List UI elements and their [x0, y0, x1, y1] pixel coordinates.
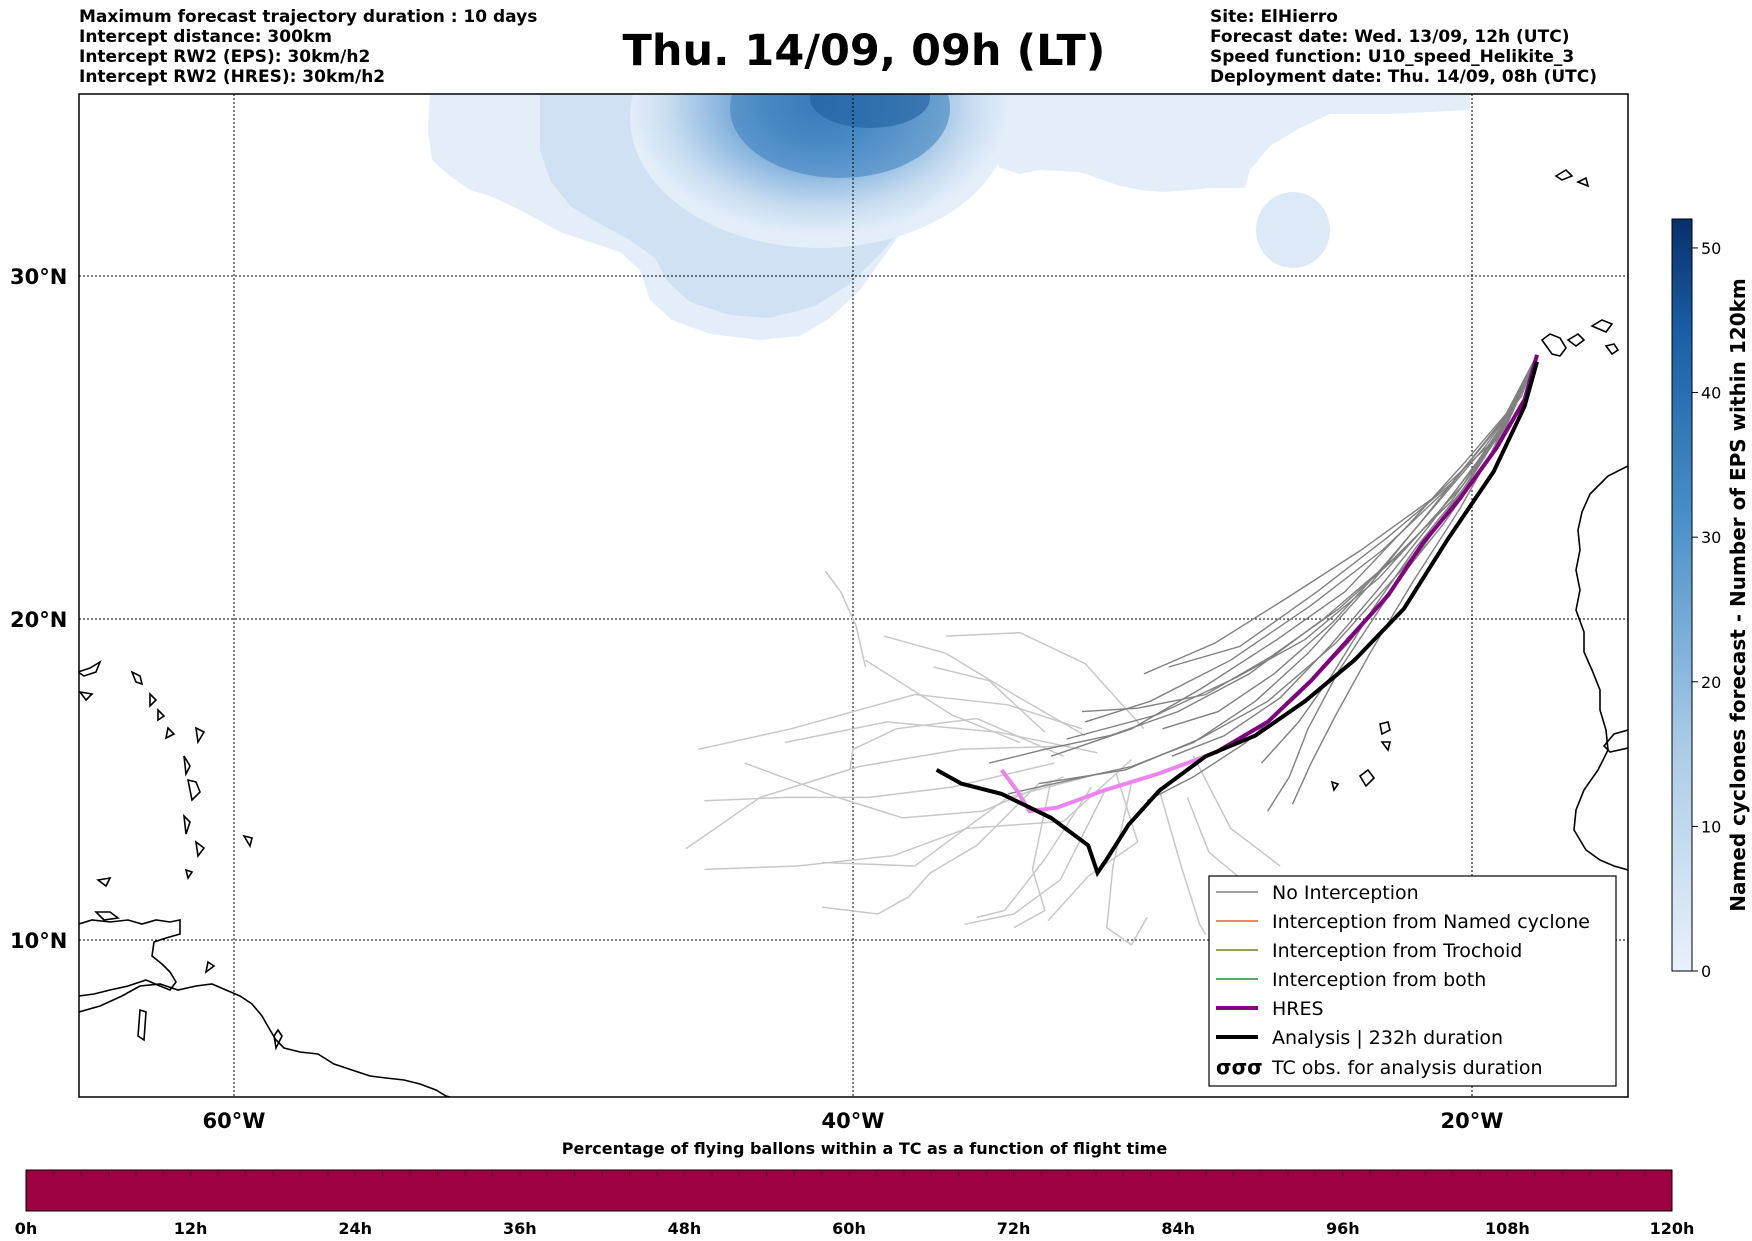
coastlines — [79, 168, 1628, 1097]
param-forecast-date: Forecast date: Wed. 13/09, 12h (UTC) — [1210, 27, 1570, 47]
ballon-bar-tick-label: 96h — [1326, 1219, 1360, 1238]
lat-label-10n: 10°N — [10, 929, 67, 953]
eps-trajectory-light-5 — [976, 786, 1092, 919]
ballon-bar-tick-label: 48h — [668, 1219, 702, 1238]
lon-label-60w: 60°W — [203, 1109, 266, 1133]
param-rw2-eps: Intercept RW2 (EPS): 30km/h2 — [79, 47, 371, 67]
legend-label-hres: HRES — [1272, 998, 1324, 1020]
colorbar-tick-label: 40 — [1701, 384, 1721, 403]
ballon-bar-minor-ticks — [52, 1170, 1646, 1176]
ballon-bar-tick-label: 60h — [832, 1219, 866, 1238]
colorbar-tick-label: 0 — [1701, 962, 1711, 981]
legend-box — [1208, 875, 1617, 1087]
ballon-bar-tick-label: 0h — [15, 1219, 38, 1238]
map-frame — [78, 93, 1629, 1098]
eps-trajectories-light — [685, 570, 1281, 946]
eps-trajectory-light-9 — [964, 786, 1108, 926]
legend: No Interception Interception from Named … — [1208, 875, 1617, 1087]
ballon-bar-tick-label: 72h — [997, 1219, 1031, 1238]
map-content — [79, 94, 1628, 1097]
param-max-duration: Maximum forecast trajectory duration : 1… — [79, 7, 538, 27]
eps-trajectory-13 — [1143, 354, 1538, 675]
legend-label-no-interception: No Interception — [1272, 882, 1419, 904]
eps-trajectory-light-2 — [704, 762, 1055, 802]
page-title: Thu. 14/09, 09h (LT) — [622, 26, 1106, 76]
lon-label-40w: 40°W — [822, 1109, 885, 1133]
param-deployment-date: Deployment date: Thu. 14/09, 08h (UTC) — [1210, 67, 1597, 87]
eps-trajectory-11 — [989, 354, 1538, 764]
ballon-bar-tick-label: 12h — [174, 1219, 208, 1238]
param-speed-function: Speed function: U10_speed_Helikite_3 — [1210, 47, 1575, 67]
hres-trajectory-tail — [999, 750, 1216, 814]
eps-trajectory-3 — [1050, 354, 1538, 757]
eps-trajectory-5 — [1007, 354, 1538, 795]
ballon-bar-title: Percentage of flying ballons within a TC… — [561, 1139, 1168, 1158]
eps-trajectory-light-4 — [821, 783, 1040, 915]
eps-trajectory-light-18 — [784, 721, 1098, 754]
eps-trajectory-1 — [1084, 354, 1538, 723]
analysis-trajectory — [935, 361, 1539, 878]
ballon-bar-tick-label: 84h — [1161, 1219, 1195, 1238]
legend-label-trochoid: Interception from Trochoid — [1272, 940, 1522, 962]
eps-trajectory-light-17 — [821, 772, 1101, 867]
lon-label-20w: 20°W — [1441, 1109, 1504, 1133]
eps-trajectory-light-0 — [698, 693, 1083, 751]
eps-trajectory-light-19 — [1047, 773, 1139, 922]
eps-trajectory-light-12 — [945, 631, 1145, 730]
ballon-bar-ticks: 0h 12h 24h 36h 48h 60h 72h 84h 96h 108h 120h — [15, 1219, 1695, 1238]
eps-trajectory-light-13 — [824, 570, 867, 668]
colorbar-tick-label: 30 — [1701, 528, 1721, 547]
legend-label-analysis: Analysis | 232h duration — [1272, 1027, 1503, 1049]
eps-trajectory-light-21 — [1013, 780, 1052, 929]
param-intercept-distance: Intercept distance: 300km — [79, 27, 332, 47]
param-site: Site: ElHierro — [1210, 7, 1338, 27]
cyclone-symbol-icon: σσσ — [1216, 1055, 1263, 1079]
eps-trajectory-4 — [1038, 354, 1538, 785]
ballon-bar-tick-label: 36h — [503, 1219, 537, 1238]
site-parameters: Site: ElHierro Forecast date: Wed. 13/09… — [1210, 7, 1597, 87]
eps-trajectory-9 — [1267, 354, 1538, 812]
eps-trajectory-light-16 — [704, 759, 1133, 871]
legend-label-tc-obs: TC obs. for analysis duration — [1271, 1057, 1543, 1079]
graticule — [79, 94, 1628, 1097]
ballon-bar-tick-label: 24h — [338, 1219, 372, 1238]
eps-trajectory-light-10 — [883, 635, 1086, 737]
legend-label-named-cyclone: Interception from Named cyclone — [1272, 911, 1590, 933]
ballon-bar-tick-label: 120h — [1650, 1219, 1695, 1238]
eps-trajectory-0 — [1168, 354, 1538, 668]
colorbar-tick-label: 10 — [1701, 817, 1721, 836]
eps-trajectory-light-7 — [1158, 790, 1207, 935]
colorbar-ticks: 0 10 20 30 40 50 — [1692, 239, 1721, 981]
ballon-percentage-bar: 0h 12h 24h 36h 48h 60h 72h 84h 96h 108h 120h — [15, 1169, 1695, 1238]
eps-trajectory-light-1 — [685, 745, 1070, 850]
hres-trajectory — [1214, 354, 1539, 755]
eps-trajectory-8 — [1162, 354, 1538, 730]
eps-trajectory-12 — [1171, 354, 1538, 757]
eps-trajectory-2 — [1066, 354, 1538, 740]
eps-trajectory-10 — [1081, 354, 1538, 713]
colorbar-tick-label: 50 — [1701, 239, 1721, 258]
eps-trajectory-light-20 — [1192, 755, 1281, 867]
param-rw2-hres: Intercept RW2 (HRES): 30km/h2 — [79, 67, 386, 87]
colorbar-gradient — [1671, 218, 1693, 972]
eps-trajectories-no-interception — [989, 354, 1538, 812]
cyclone-density-field — [428, 94, 1470, 340]
eps-trajectory-light-14 — [864, 659, 1021, 744]
cyclone-colorbar: 0 10 20 30 40 50 Named cyclones forecast - Nu… — [1671, 218, 1750, 981]
colorbar-label: Named cyclones forecast - Number of EPS … — [1726, 278, 1750, 912]
colorbar-tick-label: 20 — [1701, 673, 1721, 692]
ballon-bar-tick-label: 108h — [1485, 1219, 1530, 1238]
eps-trajectory-light-15 — [933, 666, 1046, 733]
eps-trajectory-14 — [1291, 354, 1538, 805]
lat-label-30n: 30°N — [10, 265, 67, 289]
forecast-parameters: Maximum forecast trajectory duration : 1… — [79, 7, 537, 87]
ballon-bar-fill — [25, 1169, 1673, 1212]
lat-label-20n: 20°N — [10, 608, 67, 632]
legend-label-both: Interception from both — [1272, 969, 1486, 991]
eps-trajectory-light-11 — [849, 717, 1064, 771]
